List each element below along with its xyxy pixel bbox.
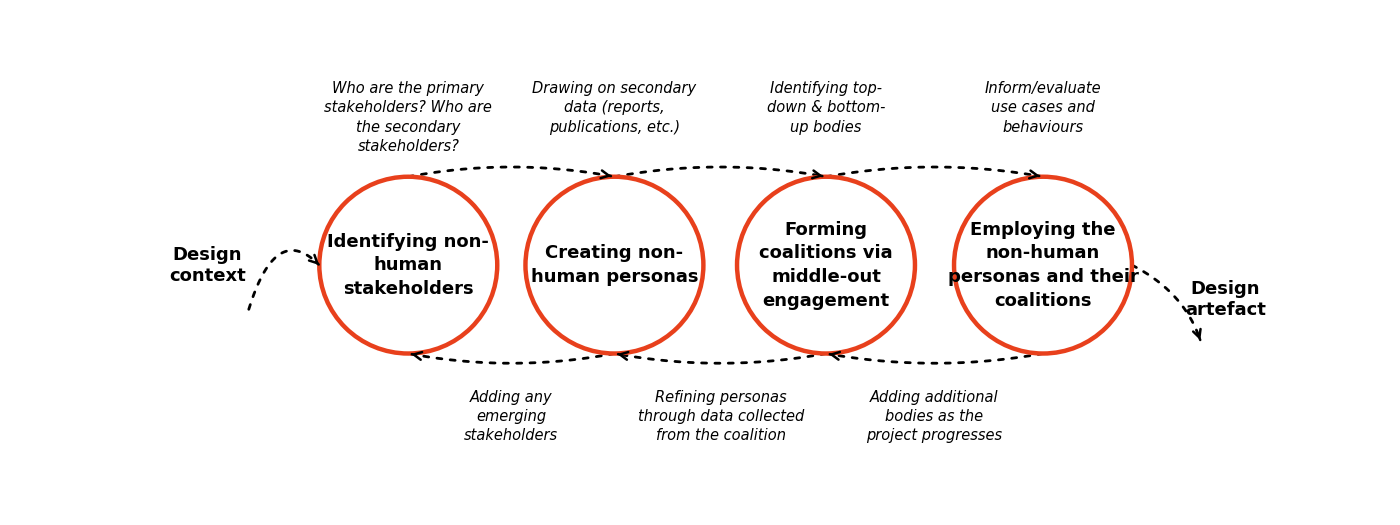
- Text: Identifying top-
down & bottom-
up bodies: Identifying top- down & bottom- up bodie…: [767, 81, 885, 134]
- Text: Design
context: Design context: [169, 246, 246, 285]
- Text: Design
artefact: Design artefact: [1184, 280, 1266, 319]
- Text: Who are the primary
stakeholders? Who are
the secondary
stakeholders?: Who are the primary stakeholders? Who ar…: [325, 81, 493, 154]
- Text: Drawing on secondary
data (reports,
publications, etc.): Drawing on secondary data (reports, publ…: [532, 81, 696, 134]
- Text: Forming
coalitions via
middle-out
engagement: Forming coalitions via middle-out engage…: [759, 220, 893, 310]
- Text: Employing the
non-human
personas and their
coalitions: Employing the non-human personas and the…: [948, 220, 1138, 310]
- Text: Adding any
emerging
stakeholders: Adding any emerging stakeholders: [465, 390, 559, 443]
- Text: Creating non-
human personas: Creating non- human personas: [531, 244, 699, 286]
- Text: Identifying non-
human
stakeholders: Identifying non- human stakeholders: [328, 233, 489, 298]
- Text: Refining personas
through data collected
from the coalition: Refining personas through data collected…: [637, 390, 804, 443]
- Text: Inform/evaluate
use cases and
behaviours: Inform/evaluate use cases and behaviours: [984, 81, 1102, 134]
- Text: Adding additional
bodies as the
project progresses: Adding additional bodies as the project …: [867, 390, 1002, 443]
